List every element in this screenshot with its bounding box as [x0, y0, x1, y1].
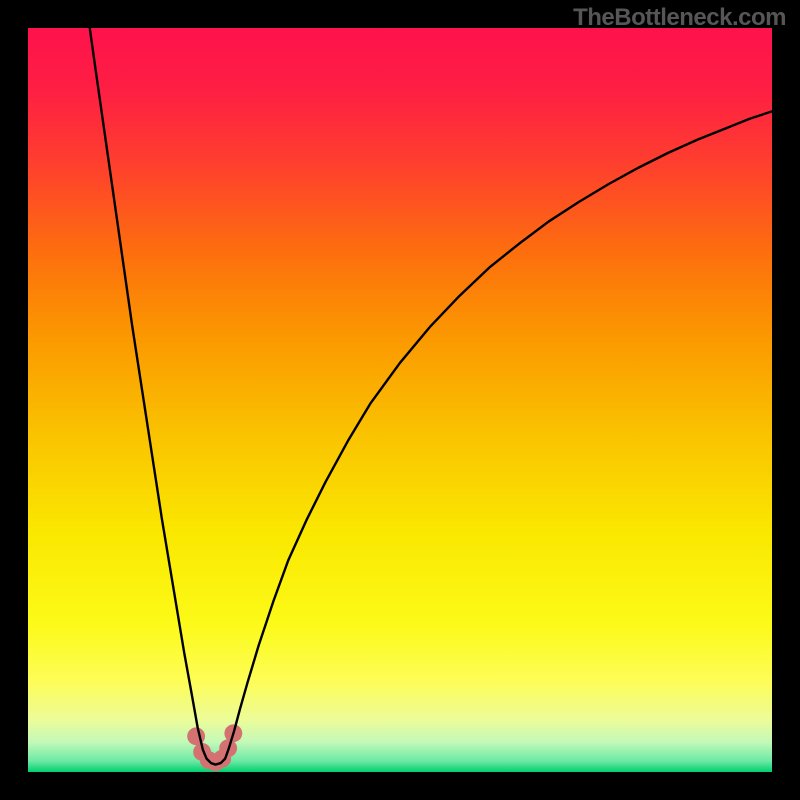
chart-frame: TheBottleneck.com — [0, 0, 800, 800]
gradient-background — [28, 28, 772, 772]
bottleneck-curve-chart — [0, 0, 800, 800]
watermark-text: TheBottleneck.com — [573, 4, 786, 32]
